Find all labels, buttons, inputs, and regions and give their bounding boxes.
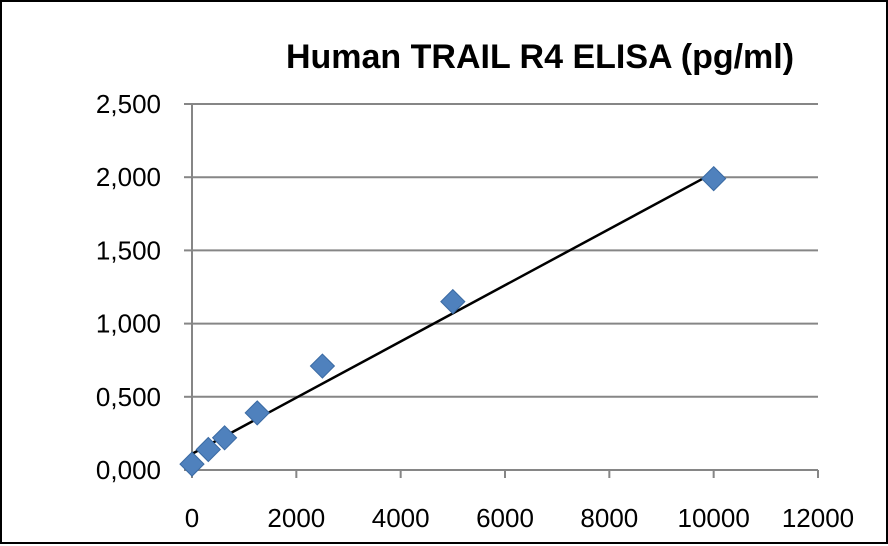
x-tick-label: 8000 [580,503,638,533]
data-point [195,436,222,463]
data-point [179,451,205,477]
x-tick-label: 10000 [678,503,750,533]
x-tick-label: 2000 [267,503,325,533]
x-tick-label: 4000 [372,503,430,533]
x-tick-label: 0 [185,503,199,533]
data-point [700,165,727,192]
y-tick-label: 1,500 [96,235,161,265]
y-tick-label: 2,500 [96,89,161,119]
y-tick-labels: 0,000 0,500 1,000 1,500 2,000 2,500 [96,89,161,485]
y-tick-label: 0,000 [96,455,161,485]
axes [184,103,819,478]
y-tick-label: 1,000 [96,309,161,339]
data-point [309,353,336,379]
data-point [211,425,238,451]
data-point [440,288,466,315]
y-tick-label: 0,500 [96,382,161,412]
y-tick-label: 2,000 [96,162,161,192]
x-tick-labels: 0 2000 4000 6000 8000 10000 12000 [185,503,854,533]
x-tick-label: 12000 [782,503,854,533]
x-tick-label: 6000 [476,503,534,533]
chart-title: Human TRAIL R4 ELISA (pg/ml) [286,38,794,76]
data-points [179,165,727,477]
gridlines [192,103,818,398]
data-point [244,400,270,426]
